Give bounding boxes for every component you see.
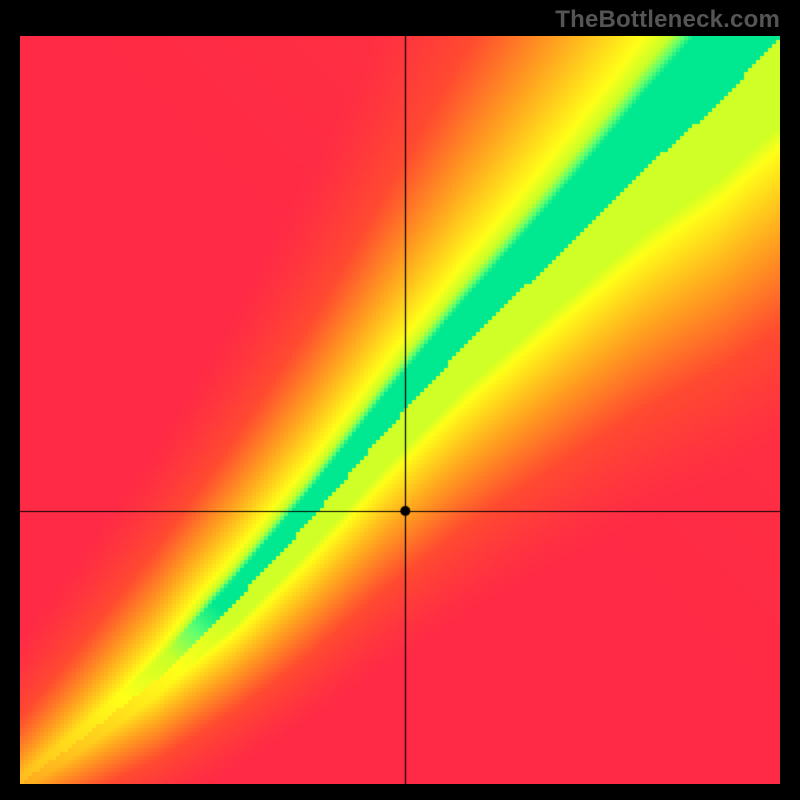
watermark-text: TheBottleneck.com [555,6,780,34]
bottleneck-chart-container [20,36,780,784]
root: TheBottleneck.com [0,0,800,800]
bottleneck-heatmap-canvas [20,36,780,784]
